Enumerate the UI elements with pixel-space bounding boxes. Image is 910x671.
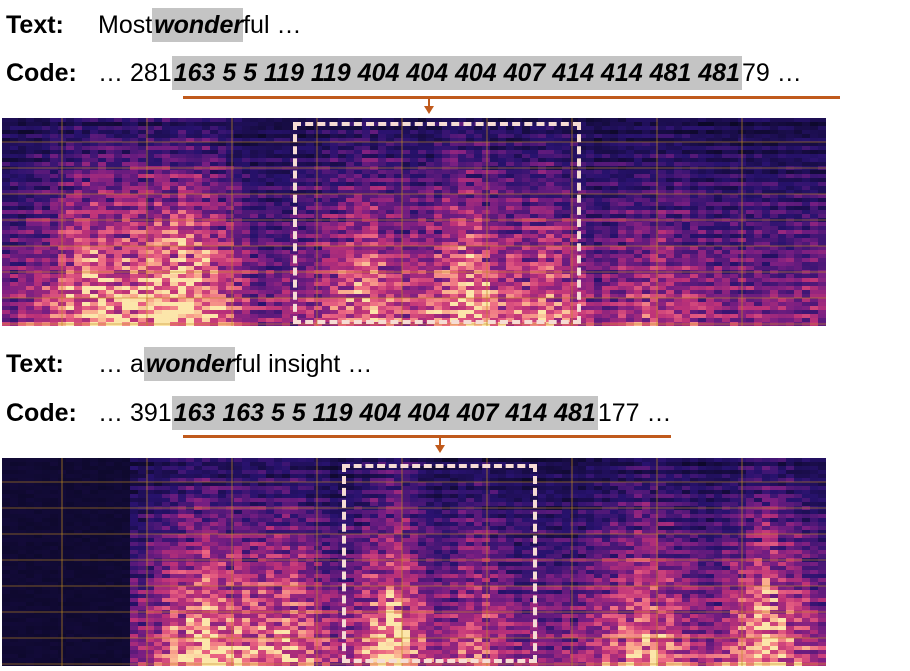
example1-spectrogram-svg: [2, 118, 826, 326]
example2-text-highlight: wonder: [143, 347, 235, 381]
example2-arrow-icon: [435, 445, 445, 453]
example2-code-underline: [183, 435, 671, 438]
example1-spectrogram: [2, 118, 826, 326]
example1-dashed-region: [293, 122, 581, 324]
example2-dashed-region: [342, 464, 537, 663]
example2-code-row: Code: … 391 163 163 5 5 119 404 404 407 4…: [6, 396, 672, 430]
example1-code-suffix: 79 …: [741, 59, 802, 87]
example1-text-prefix: Most: [98, 11, 153, 39]
example1-code-highlight: 163 5 5 119 119 404 404 404 407 414 414 …: [171, 56, 742, 90]
example2-text-prefix: … a: [98, 350, 144, 378]
example2-code-label: Code:: [6, 399, 77, 427]
example1-text-highlight: wonder: [152, 8, 244, 42]
example1-text-suffix: ful …: [243, 11, 302, 39]
example1-code-underline: [183, 96, 840, 99]
example2-arrow-stem: [439, 438, 441, 447]
example2-text-row: Text: … a wonderful insight …: [6, 347, 372, 381]
example1-code-row: Code: … 281 163 5 5 119 119 404 404 404 4…: [6, 56, 802, 90]
example2-code-highlight: 163 163 5 5 119 404 404 407 414 481: [171, 396, 598, 430]
example2-code-suffix: 177 …: [597, 399, 672, 427]
example1-text-label: Text:: [6, 11, 64, 39]
example1-text-row: Text: Most wonderful …: [6, 8, 301, 42]
example2-text-label: Text:: [6, 350, 64, 378]
example2-text-suffix: ful insight …: [234, 350, 373, 378]
example2-spectrogram-svg: [2, 458, 826, 666]
example1-code-prefix: … 281: [98, 59, 172, 87]
example2-code-prefix: … 391: [98, 399, 172, 427]
example1-arrow-icon: [424, 106, 434, 114]
example2-spectrogram: [2, 458, 826, 666]
example1-code-label: Code:: [6, 59, 77, 87]
example1-arrow-stem: [428, 99, 430, 108]
